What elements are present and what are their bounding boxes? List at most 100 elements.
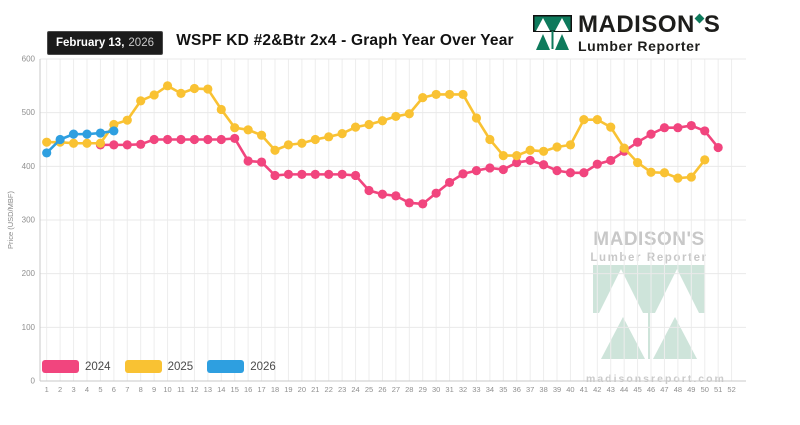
data-point-2026-w1 — [42, 148, 52, 158]
x-tick-label: 7 — [125, 385, 129, 394]
data-point-2026-w2 — [55, 134, 65, 145]
x-tick-label: 19 — [284, 385, 292, 394]
data-point-2025-w36 — [512, 151, 522, 161]
y-tick-label: 600 — [22, 55, 36, 64]
x-tick-label: 45 — [633, 385, 641, 394]
data-point-2024-w39 — [552, 166, 562, 176]
data-point-2024-w20 — [297, 169, 307, 179]
y-tick-label: 400 — [22, 162, 36, 171]
x-tick-label: 39 — [553, 385, 561, 394]
data-point-2024-w25 — [364, 185, 374, 196]
y-tick-label: 300 — [22, 216, 36, 225]
x-tick-label: 20 — [298, 385, 306, 394]
x-tick-label: 12 — [190, 385, 198, 394]
x-tick-label: 37 — [526, 385, 534, 394]
data-point-2025-w38 — [538, 146, 549, 156]
legend-label-2026: 2026 — [250, 360, 276, 373]
x-tick-label: 30 — [432, 385, 440, 394]
x-tick-label: 3 — [71, 385, 75, 394]
x-tick-label: 35 — [499, 385, 507, 394]
data-point-2024-w8 — [136, 139, 146, 149]
legend-item-2024[interactable]: 2024 — [42, 360, 111, 373]
data-point-2024-w29 — [418, 199, 428, 209]
data-point-2024-w51 — [713, 142, 723, 153]
brand-name-right: S — [703, 11, 721, 38]
data-point-2025-w45 — [632, 157, 643, 168]
x-tick-label: 22 — [325, 385, 333, 394]
data-point-2025-w34 — [485, 134, 495, 145]
legend-item-2025[interactable]: 2025 — [124, 360, 193, 373]
x-tick-label: 14 — [217, 385, 225, 394]
y-gridlines — [40, 58, 746, 382]
data-point-2025-w47 — [659, 168, 670, 178]
data-point-2025-w8 — [136, 96, 146, 106]
brand-name-left: MADISON — [578, 11, 695, 38]
data-point-2024-w17 — [256, 157, 267, 167]
x-tick-label: 23 — [338, 385, 346, 394]
data-point-2025-w23 — [337, 128, 347, 139]
data-point-2026-w6 — [109, 126, 119, 136]
data-point-2024-w49 — [686, 120, 696, 131]
data-point-2024-w32 — [458, 169, 468, 179]
series-2024 — [95, 120, 723, 209]
data-point-2024-w43 — [606, 155, 616, 166]
data-point-2024-w9 — [149, 134, 159, 145]
data-point-2025-w17 — [256, 130, 267, 140]
data-point-2025-w40 — [565, 140, 576, 150]
data-point-2024-w18 — [270, 170, 280, 181]
data-point-2025-w39 — [552, 142, 562, 152]
data-point-2024-w27 — [391, 191, 401, 201]
data-point-2024-w48 — [673, 123, 683, 133]
x-tick-label: 11 — [177, 385, 185, 394]
x-tick-label: 36 — [513, 385, 521, 394]
data-point-2025-w35 — [498, 151, 508, 161]
data-point-2024-w28 — [404, 198, 414, 208]
madisons-logo-icon — [533, 15, 572, 50]
legend-swatch-2026 — [207, 360, 245, 373]
data-point-2024-w50 — [700, 126, 710, 136]
data-point-2025-w3 — [68, 138, 79, 148]
x-tick-label: 8 — [139, 385, 143, 394]
watermark-title: MADISON'S — [593, 229, 705, 250]
series-2025-line — [45, 84, 707, 180]
data-point-2025-w25 — [364, 119, 374, 130]
x-tick-label: 41 — [580, 385, 588, 394]
data-point-2024-w26 — [377, 189, 388, 199]
data-point-2024-w36 — [512, 157, 522, 168]
watermark-url: madisonsreport.com — [586, 373, 726, 386]
data-point-2025-w33 — [471, 113, 482, 123]
x-tick-label: 6 — [112, 385, 116, 394]
data-point-2024-w30 — [431, 188, 441, 198]
brand-subtitle: Lumber Reporter — [578, 38, 701, 54]
legend-label-2024: 2024 — [85, 360, 111, 373]
data-point-2024-w10 — [162, 134, 173, 145]
data-point-2025-w44 — [619, 143, 629, 153]
data-point-2025-w30 — [431, 89, 441, 100]
legend-item-2026[interactable]: 2026 — [207, 360, 276, 373]
data-point-2024-w11 — [176, 134, 186, 145]
x-tick-label: 10 — [163, 385, 171, 394]
maple-leaf-icon — [694, 13, 705, 24]
data-point-2024-w14 — [216, 134, 226, 145]
x-tick-label: 38 — [539, 385, 547, 394]
data-point-2025-w41 — [579, 115, 589, 125]
legend-swatch-2025 — [124, 360, 162, 373]
chart-title: WSPF KD #2&Btr 2x4 - Graph Year Over Yea… — [176, 32, 514, 49]
watermark-subtitle: Lumber Reporter — [590, 251, 708, 264]
x-tick-label: 4 — [85, 385, 89, 394]
series-2025 — [42, 81, 710, 183]
data-point-2024-w24 — [350, 170, 361, 181]
data-point-2024-w41 — [579, 168, 589, 178]
x-tick-label: 28 — [405, 385, 413, 394]
x-tick-label: 27 — [392, 385, 400, 394]
y-tick-label: 0 — [31, 377, 36, 386]
data-point-2025-w50 — [700, 155, 710, 165]
data-point-2024-w21 — [310, 169, 320, 179]
x-tick-label: 24 — [351, 385, 359, 394]
data-point-2024-w38 — [538, 160, 549, 170]
x-tick-label: 2 — [58, 385, 62, 394]
x-tick-label: 18 — [271, 385, 279, 394]
x-tick-label: 52 — [727, 385, 735, 394]
y-axis-tick-labels: 0 100 200 300 400 500 600 — [22, 55, 36, 386]
